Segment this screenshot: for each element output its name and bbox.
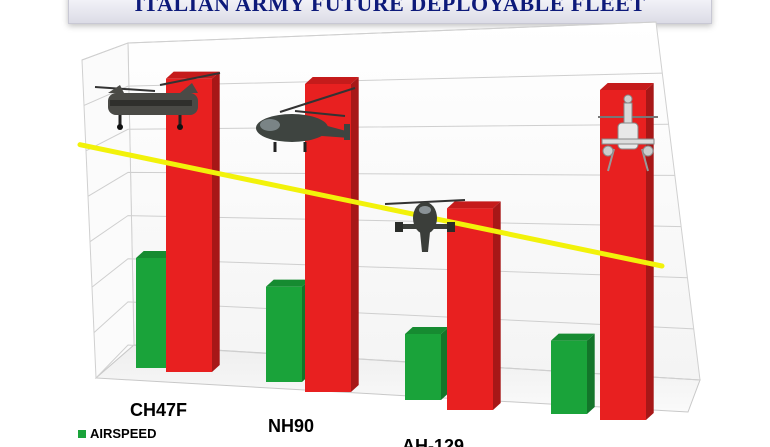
category-label-1: NH90 bbox=[268, 416, 314, 436]
legend-swatch-airspeed bbox=[78, 429, 86, 438]
chart-title: ITALIAN ARMY FUTURE DEPLOYABLE FLEET bbox=[134, 0, 646, 16]
gridline bbox=[95, 344, 701, 381]
gridline bbox=[83, 72, 663, 106]
chart-legend: AIRSPEED bbox=[78, 426, 156, 441]
category-label-0: CH47F bbox=[130, 400, 187, 420]
gridline bbox=[85, 123, 669, 152]
reference-line bbox=[77, 142, 665, 269]
chart-title-banner: ITALIAN ARMY FUTURE DEPLOYABLE FLEET bbox=[68, 0, 712, 24]
bar-airspeed-1 bbox=[266, 279, 310, 382]
bar-airspeed-3 bbox=[551, 333, 595, 414]
chart-gridlines bbox=[81, 21, 701, 381]
bar-value-0 bbox=[166, 71, 220, 373]
uav-helicopter-icon bbox=[598, 94, 658, 172]
category-label-2: AH-129 bbox=[402, 436, 464, 447]
ah129-helicopter-icon bbox=[384, 199, 466, 252]
ch47f-helicopter-icon bbox=[94, 72, 221, 130]
legend-label-airspeed: AIRSPEED bbox=[90, 426, 157, 441]
gridline bbox=[93, 301, 694, 333]
nh90-helicopter-icon bbox=[256, 87, 356, 152]
bar-airspeed-2 bbox=[405, 327, 449, 400]
bar-value-2 bbox=[447, 201, 501, 410]
gridline bbox=[81, 21, 657, 61]
gridline bbox=[87, 171, 675, 197]
gridline bbox=[91, 258, 688, 288]
